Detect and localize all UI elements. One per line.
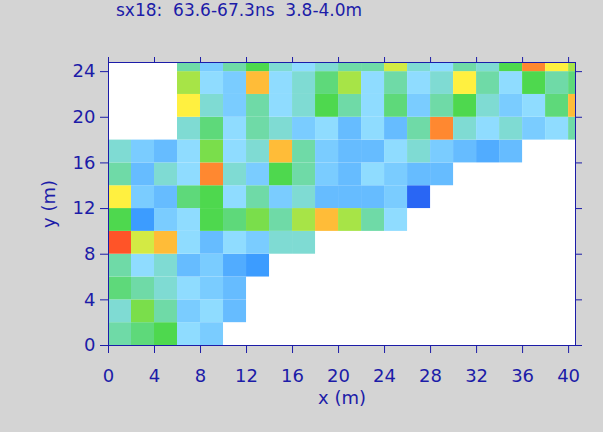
svg-text:8: 8 xyxy=(84,243,95,264)
svg-text:16: 16 xyxy=(281,365,304,386)
svg-text:12: 12 xyxy=(73,197,96,218)
svg-text:32: 32 xyxy=(465,365,488,386)
svg-text:4: 4 xyxy=(149,365,160,386)
svg-text:0: 0 xyxy=(103,365,114,386)
svg-text:36: 36 xyxy=(511,365,534,386)
svg-text:y (m): y (m) xyxy=(38,180,59,228)
html-text:sx18: 63.6-67.3ns 3.8-4.0m: sx18: 63.6-67.3ns 3.8-4.0m xyxy=(116,0,363,20)
svg-text:24: 24 xyxy=(373,365,396,386)
svg-text:24: 24 xyxy=(73,60,96,81)
svg-text:12: 12 xyxy=(235,365,258,386)
svg-text:28: 28 xyxy=(419,365,442,386)
svg-text:8: 8 xyxy=(195,365,206,386)
svg-text:0: 0 xyxy=(84,334,95,355)
svg-text:20: 20 xyxy=(327,365,350,386)
svg-text:4: 4 xyxy=(84,289,95,310)
svg-text:16: 16 xyxy=(73,152,96,173)
svg-text:20: 20 xyxy=(73,106,96,127)
svg-text:40: 40 xyxy=(557,365,580,386)
svg-text:x (m): x (m) xyxy=(318,387,366,408)
